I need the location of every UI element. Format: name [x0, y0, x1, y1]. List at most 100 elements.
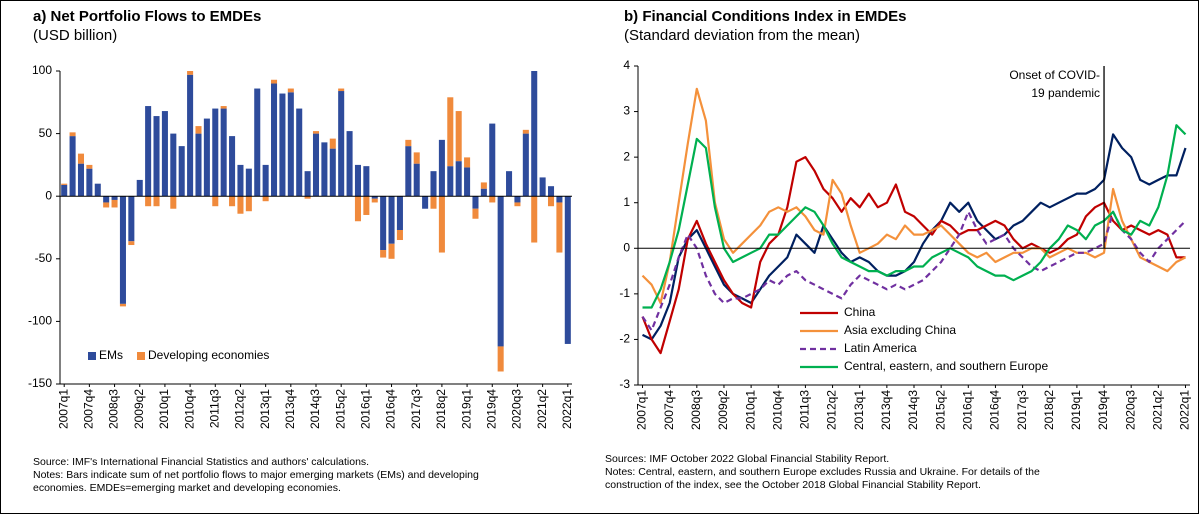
bar: [111, 199, 118, 208]
bar: [371, 198, 378, 203]
x-tick-label: 2018q2: [1042, 390, 1056, 430]
x-tick-label: 2015q2: [333, 389, 347, 429]
y-tick-label: 2: [623, 149, 630, 163]
bar: [103, 202, 110, 208]
x-tick-label: 2010q1: [157, 389, 171, 429]
x-tick-label: 2022q1: [560, 389, 574, 429]
bar: [128, 241, 135, 246]
bar: [396, 230, 403, 241]
bar: [489, 196, 496, 203]
bar: [187, 74, 194, 197]
chart-subtitle: (USD billion): [33, 27, 117, 44]
x-tick-label: 2019q1: [1069, 390, 1083, 430]
bar: [363, 196, 370, 215]
x-tick-label: 2011q3: [207, 389, 221, 428]
bar: [497, 196, 504, 347]
bar: [514, 202, 521, 207]
bar: [119, 303, 126, 307]
bar: [161, 111, 168, 197]
y-tick-label: 1: [623, 195, 630, 209]
source-a: Source: IMF's International Financial St…: [33, 456, 370, 468]
bar: [522, 133, 529, 197]
bar: [329, 138, 336, 149]
bar: [539, 177, 546, 197]
bar: [61, 184, 68, 197]
notes-b: Notes: Central, eastern, and southern Eu…: [605, 466, 1040, 491]
x-tick-label: 2019q4: [1096, 390, 1110, 430]
bar: [271, 83, 278, 197]
bar: [153, 196, 160, 207]
bar: [69, 136, 76, 197]
y-tick-label: -2: [619, 332, 630, 346]
legend-label: China: [844, 305, 876, 319]
bar: [422, 196, 429, 209]
bar: [203, 118, 210, 197]
legend-swatch: [137, 352, 145, 360]
bar: [245, 196, 252, 212]
bar: [321, 142, 328, 197]
x-tick-label: 2022q1: [1178, 390, 1192, 430]
y-tick-label: 50: [39, 126, 53, 140]
bar: [438, 196, 445, 253]
bar: [497, 346, 504, 372]
x-tick-label: 2020q3: [510, 389, 524, 429]
bar: [346, 131, 353, 197]
bar: [220, 108, 227, 197]
bar: [556, 202, 563, 253]
bar: [262, 164, 269, 197]
bar: [170, 133, 177, 197]
bar: [472, 208, 479, 219]
bar: [380, 250, 387, 258]
bar: [94, 183, 101, 197]
x-tick-label: 2020q3: [1123, 390, 1137, 430]
bar: [388, 196, 395, 244]
x-tick-label: 2016q4: [384, 389, 398, 429]
bar: [262, 196, 269, 202]
bar: [77, 153, 85, 164]
bar: [447, 97, 454, 167]
bar: [430, 171, 437, 197]
legend-label: EMs: [99, 348, 123, 362]
x-tick-label: 2009q2: [132, 389, 146, 429]
bar: [547, 196, 555, 207]
bar: [354, 196, 361, 222]
bar: [296, 108, 303, 197]
bar: [464, 157, 471, 168]
y-tick-label: 3: [623, 104, 630, 118]
bar: [312, 131, 320, 134]
bar: [195, 126, 202, 134]
bar: [212, 196, 219, 207]
bar: [405, 139, 412, 147]
bar: [304, 196, 311, 199]
bar: [396, 196, 403, 231]
x-tick-label: 2010q1: [743, 390, 757, 430]
x-tick-label: 2012q2: [233, 389, 247, 429]
bar: [312, 133, 320, 197]
bar: [438, 139, 445, 197]
x-tick-label: 2010q4: [770, 390, 784, 430]
y-tick-label: -3: [619, 377, 630, 391]
bar: [455, 161, 462, 197]
x-tick-label: 2008q3: [689, 390, 703, 430]
y-tick-label: 0: [623, 240, 630, 254]
bar: [237, 164, 244, 197]
x-tick-label: 2007q1: [56, 389, 70, 429]
bar: [388, 243, 395, 259]
y-tick-label: 4: [623, 58, 630, 72]
notes-a: Notes: Bars indicate sum of net portfoli…: [33, 469, 479, 494]
bar: [304, 171, 311, 197]
x-tick-label: 2015q2: [933, 390, 947, 430]
source-b: Sources: IMF October 2022 Global Financi…: [605, 453, 890, 465]
bar: [380, 196, 387, 251]
bar: [506, 171, 513, 197]
bar: [145, 196, 152, 207]
x-tick-label: 2019q1: [459, 389, 473, 429]
bar: [220, 106, 227, 109]
bar: [430, 196, 437, 209]
x-tick-label: 2014q3: [308, 389, 322, 429]
x-tick-label: 2009q2: [716, 390, 730, 430]
x-tick-label: 2021q2: [535, 389, 549, 429]
bar: [271, 79, 278, 84]
chart-title: a) Net Portfolio Flows to EMDEs: [33, 8, 261, 25]
